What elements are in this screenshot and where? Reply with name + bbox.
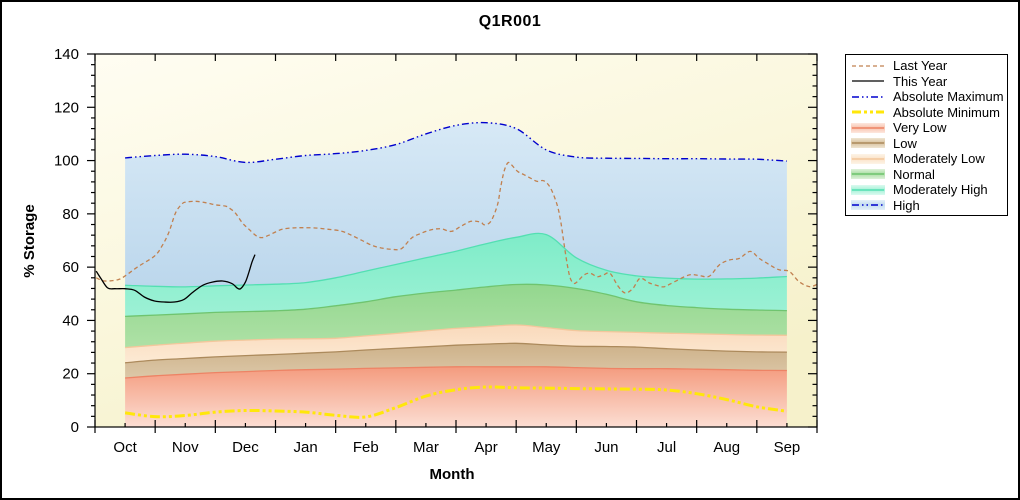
x-month-labels: Oct Nov Dec Jan Feb Mar Apr May Jun Jul Aug Sep (113, 439, 800, 456)
legend-label-very-low: Very Low (893, 120, 947, 136)
band-high (125, 122, 787, 287)
y-tick-labels: 0 20 40 60 80 100 120 140 (54, 46, 79, 436)
svg-text:Apr: Apr (474, 439, 497, 456)
svg-text:20: 20 (62, 366, 79, 383)
legend-label-normal: Normal (893, 166, 935, 182)
band-moderately-high (125, 233, 787, 317)
series-absolute-minimum (124, 385, 788, 419)
legend-label-absolute-maximum: Absolute Maximum (893, 89, 1004, 105)
chart-title: Q1R001 (478, 13, 542, 30)
svg-text:0: 0 (71, 419, 79, 436)
series-this-year (95, 254, 256, 303)
band-very-low (125, 366, 787, 427)
band-edge-low (125, 342, 787, 364)
svg-text:Aug: Aug (713, 439, 740, 456)
band-edge-very-low (125, 366, 787, 379)
band-low (125, 343, 787, 378)
legend-swatch-high-icon (851, 200, 885, 211)
legend-item-high: High (851, 198, 1007, 214)
band-edge-normal (125, 283, 787, 318)
svg-text:Mar: Mar (413, 439, 439, 456)
svg-text:Nov: Nov (172, 439, 199, 456)
svg-text:Jul: Jul (657, 439, 676, 456)
legend-swatch-moderately-high-icon (851, 184, 885, 195)
svg-text:120: 120 (54, 99, 79, 116)
band-edge-moderately-low (125, 324, 787, 349)
legend-label-moderately-low: Moderately Low (893, 151, 985, 167)
plot-border-and-ticks (87, 53, 818, 433)
legend-item-normal: Normal (851, 167, 1007, 183)
legend-label-last-year: Last Year (893, 58, 948, 74)
svg-text:80: 80 (62, 206, 79, 223)
legend-item-last-year: Last Year (851, 58, 1007, 74)
svg-text:Jun: Jun (594, 439, 618, 456)
legend-label-high: High (893, 197, 920, 213)
svg-text:100: 100 (54, 153, 79, 170)
legend-swatch-low-icon (851, 138, 885, 149)
series-lines (95, 121, 818, 419)
legend-box: Last Year This Year Absolute Maximum Absolu… (845, 54, 1008, 216)
legend-label-moderately-high: Moderately High (893, 182, 988, 198)
series-last-year (95, 161, 818, 294)
svg-text:140: 140 (54, 46, 79, 63)
svg-text:Jan: Jan (293, 439, 317, 456)
svg-text:Dec: Dec (232, 439, 259, 456)
legend-item-absolute-minimum: Absolute Minimum (851, 105, 1007, 121)
legend-label-this-year: This Year (893, 73, 948, 89)
svg-text:Feb: Feb (353, 439, 379, 456)
legend-swatch-moderately-low-icon (851, 153, 885, 164)
legend-label-low: Low (893, 135, 917, 151)
svg-text:60: 60 (62, 259, 79, 276)
legend-swatch-very-low-icon (851, 122, 885, 133)
svg-text:40: 40 (62, 312, 79, 329)
svg-text:Sep: Sep (774, 439, 801, 456)
svg-text:Oct: Oct (113, 439, 137, 456)
legend-item-this-year: This Year (851, 74, 1007, 90)
legend-swatch-absolute-maximum-icon (852, 96, 884, 98)
quality-bands (125, 122, 787, 427)
legend-swatch-this-year-icon (852, 80, 884, 82)
legend-item-moderately-low: Moderately Low (851, 151, 1007, 167)
legend-swatch-normal-icon (851, 169, 885, 180)
legend-item-absolute-maximum: Absolute Maximum (851, 89, 1007, 105)
legend-swatch-absolute-minimum-icon (852, 110, 884, 114)
legend-swatch-last-year-icon (852, 65, 884, 67)
legend-label-absolute-minimum: Absolute Minimum (893, 104, 1000, 120)
band-edge-moderately-high (125, 232, 787, 288)
legend-item-moderately-high: Moderately High (851, 182, 1007, 198)
x-axis-label: Month (429, 466, 475, 483)
legend-item-very-low: Very Low (851, 120, 1007, 136)
svg-text:May: May (532, 439, 561, 456)
legend-item-low: Low (851, 136, 1007, 152)
